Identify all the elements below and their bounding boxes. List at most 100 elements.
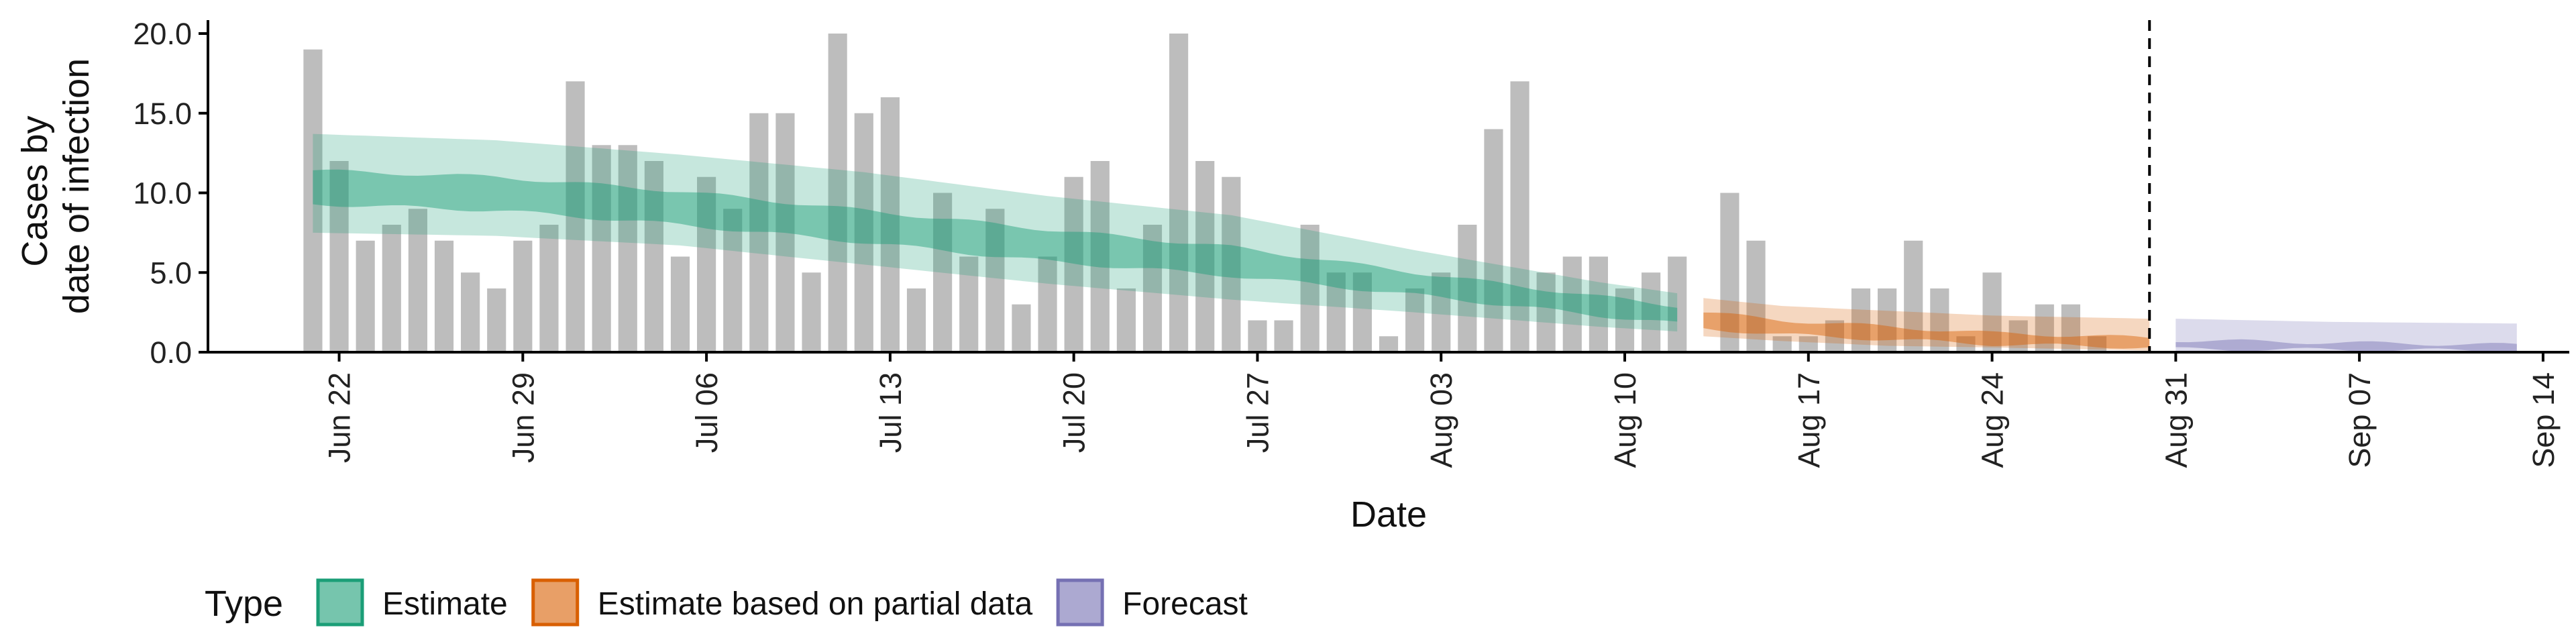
x-tick-label: Aug 31 <box>2159 372 2193 468</box>
bar <box>1956 336 1976 352</box>
bar <box>1142 225 1163 352</box>
x-tick-label: Jul 27 <box>1240 372 1275 453</box>
ribbon-outer <box>1703 298 2150 351</box>
x-axis-title: Date <box>1350 494 1427 535</box>
bar <box>1352 272 1372 352</box>
y-tick-label: 0.0 <box>150 335 192 370</box>
bar <box>1300 225 1320 352</box>
bar <box>880 97 900 352</box>
ribbon-outer <box>313 133 1678 332</box>
bar <box>828 34 847 352</box>
x-tick-label: Sep 07 <box>2343 372 2377 468</box>
bar <box>1222 176 1241 352</box>
bar <box>1484 129 1503 352</box>
bar <box>1510 81 1529 352</box>
y-axis-title-line-2: date of infection <box>56 58 97 314</box>
x-tick-label: Jul 13 <box>873 372 908 453</box>
bar <box>1090 161 1110 352</box>
bar <box>2035 304 2054 352</box>
legend-swatch <box>531 578 580 627</box>
bar <box>933 193 953 352</box>
bar <box>1562 256 1582 352</box>
bar <box>1432 272 1451 352</box>
x-tick-label: Aug 10 <box>1608 372 1642 468</box>
bar <box>408 209 427 352</box>
bar <box>1878 288 1897 352</box>
bar <box>1326 272 1346 352</box>
x-tick-label: Sep 14 <box>2526 372 2561 468</box>
bar <box>1195 161 1215 352</box>
bar <box>329 161 349 352</box>
bar <box>487 288 506 352</box>
bar <box>1458 225 1477 352</box>
legend: Type Estimate Estimate based on partial d… <box>205 578 1248 627</box>
ribbon-inner <box>2176 339 2517 353</box>
bar <box>1116 288 1136 352</box>
legend-entries: Estimate Estimate based on partial data Fo… <box>316 578 1248 627</box>
bar <box>1982 272 2002 352</box>
bar <box>1379 336 1399 352</box>
bar <box>618 145 637 352</box>
bar <box>356 240 375 352</box>
bar <box>1746 240 1766 352</box>
bar <box>434 240 454 352</box>
legend-title: Type <box>205 584 283 624</box>
bar <box>539 225 559 352</box>
y-tick-label: 5.0 <box>150 256 192 290</box>
x-axis-ticks: Jun 22 Jun 29 Jul 06 Jul 13 Jul 20 Jul 27 Aug … <box>323 352 2561 468</box>
bar <box>1038 256 1057 352</box>
bar <box>1615 288 1635 352</box>
ribbon-inner <box>1703 312 2150 349</box>
bar <box>1012 304 1031 352</box>
bar <box>670 256 690 352</box>
bar <box>1668 256 1687 352</box>
bar <box>775 113 795 352</box>
y-axis-ticks: 0.0 5.0 10.0 15.0 20.0 <box>133 17 208 370</box>
bar <box>1904 240 1923 352</box>
bar <box>2061 304 2080 352</box>
bar <box>513 240 533 352</box>
x-tick-label: Aug 03 <box>1424 372 1458 468</box>
bar <box>1799 336 1818 352</box>
y-axis-title-line-1: Cases by <box>15 115 55 266</box>
bar <box>749 113 769 352</box>
y-tick-label: 15.0 <box>133 97 192 131</box>
bar <box>697 176 716 352</box>
axes-layer: 0.0 5.0 10.0 15.0 20.0 Jun 22 Jun 29 Jul 06 Jul… <box>133 17 2569 468</box>
x-tick-label: Jul 06 <box>690 372 724 453</box>
y-tick-label: 10.0 <box>133 176 192 211</box>
bar <box>461 272 480 352</box>
x-tick-label: Jul 20 <box>1057 372 1091 453</box>
bar <box>1772 336 1792 352</box>
legend-label: Estimate based on partial data <box>598 586 1033 622</box>
legend-label: Forecast <box>1122 586 1248 622</box>
bar <box>1248 320 1267 352</box>
x-tick-label: Aug 24 <box>1976 372 2010 468</box>
bar <box>1825 320 1844 352</box>
bar <box>1930 288 1949 352</box>
bar <box>906 288 926 352</box>
bar <box>1589 256 1608 352</box>
bar <box>592 145 611 352</box>
bar <box>2008 320 2028 352</box>
bar <box>854 113 873 352</box>
bar <box>802 272 821 352</box>
bar <box>1720 193 1739 352</box>
bar <box>959 256 979 352</box>
y-tick-label: 20.0 <box>133 17 192 51</box>
bar <box>1642 272 1661 352</box>
bar <box>644 161 663 352</box>
ribbon-outer <box>2176 319 2517 352</box>
y-axis-title: Cases by date of infection <box>15 58 97 314</box>
bar <box>1405 288 1425 352</box>
bar <box>2087 336 2107 352</box>
bar <box>1851 288 1871 352</box>
legend-swatch <box>316 578 364 627</box>
legend-swatch <box>1056 578 1104 627</box>
x-tick-label: Jun 22 <box>323 372 357 463</box>
bar <box>1274 320 1293 352</box>
bar <box>1064 176 1083 352</box>
x-tick-label: Jun 29 <box>506 372 540 463</box>
ribbon-inner <box>313 169 1678 322</box>
bar <box>1536 272 1556 352</box>
